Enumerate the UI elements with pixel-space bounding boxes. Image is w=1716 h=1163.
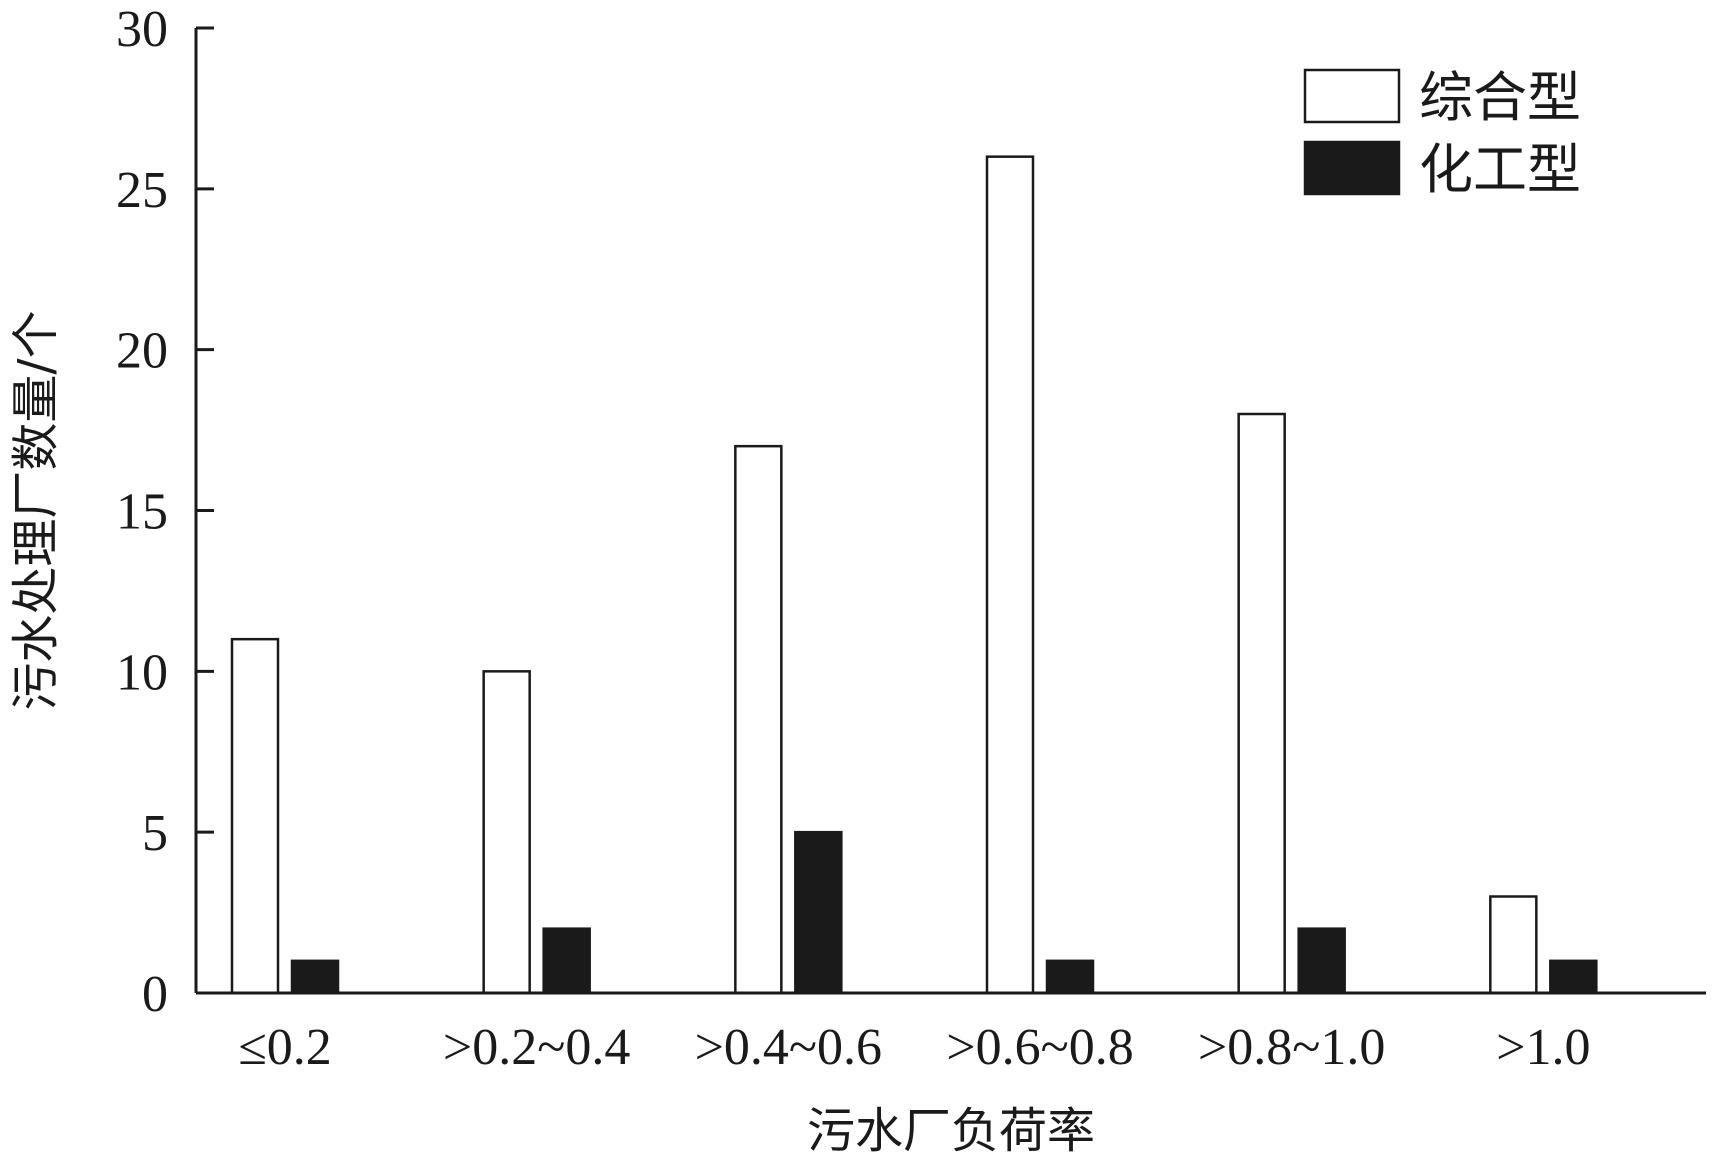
y-tick-label: 25 — [116, 162, 168, 219]
bar-series-0-cat-2 — [734, 444, 783, 995]
x-tick-label: >0.6~0.8 — [946, 1019, 1133, 1076]
x-tick-label: >1.0 — [1496, 1019, 1590, 1076]
legend-label: 化工型 — [1419, 138, 1581, 201]
x-tick-label: >0.2~0.4 — [443, 1019, 630, 1076]
x-tick-labels: ≤0.2 >0.2~0.4 >0.4~0.6 >0.6~0.8 >0.8~1.0 >1.0 — [238, 1019, 1590, 1076]
legend-swatch — [1303, 68, 1401, 124]
bar-series-1-cat-0 — [290, 959, 340, 995]
bar-series-0-cat-0 — [230, 637, 280, 995]
bar-series-0-cat-5 — [1489, 895, 1538, 995]
y-axis-title: 污水处理厂数量/个 — [8, 310, 64, 710]
y-tick-label: 0 — [142, 966, 168, 1023]
bar-series-1-cat-5 — [1549, 959, 1598, 995]
y-tick-label: 30 — [116, 1, 168, 58]
legend-swatch — [1303, 140, 1401, 196]
bar-series-1-cat-4 — [1297, 927, 1346, 995]
y-tick-label: 15 — [116, 484, 168, 541]
x-tick-label: >0.8~1.0 — [1198, 1019, 1385, 1076]
x-axis-title: 污水厂负荷率 — [807, 1103, 1095, 1159]
x-tick-label: ≤0.2 — [238, 1019, 332, 1076]
y-tick-label: 5 — [142, 805, 168, 862]
y-ticks: 0 5 10 15 20 25 30 — [116, 1, 214, 1023]
y-tick-label: 10 — [116, 644, 168, 701]
x-tick-label: >0.4~0.6 — [695, 1019, 882, 1076]
bar-series-1-cat-2 — [794, 830, 843, 995]
bar-series-0-cat-4 — [1237, 412, 1286, 995]
bar-series-0-cat-1 — [482, 670, 531, 995]
bar-series-1-cat-3 — [1045, 959, 1095, 995]
bar-series-0-cat-3 — [985, 155, 1035, 995]
bars-layer — [230, 155, 1598, 995]
legend-label: 综合型 — [1419, 66, 1581, 129]
y-tick-label: 20 — [116, 323, 168, 380]
bar-series-1-cat-1 — [542, 927, 591, 995]
